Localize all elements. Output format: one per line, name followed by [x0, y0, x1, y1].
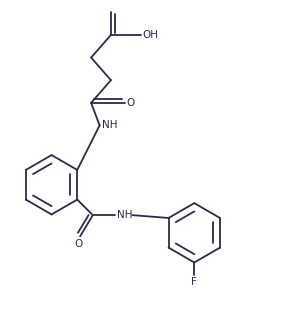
- Text: NH: NH: [117, 210, 132, 220]
- Text: NH: NH: [102, 121, 117, 131]
- Text: O: O: [75, 239, 83, 249]
- Text: OH: OH: [142, 30, 158, 40]
- Text: F: F: [191, 277, 197, 287]
- Text: O: O: [126, 98, 135, 108]
